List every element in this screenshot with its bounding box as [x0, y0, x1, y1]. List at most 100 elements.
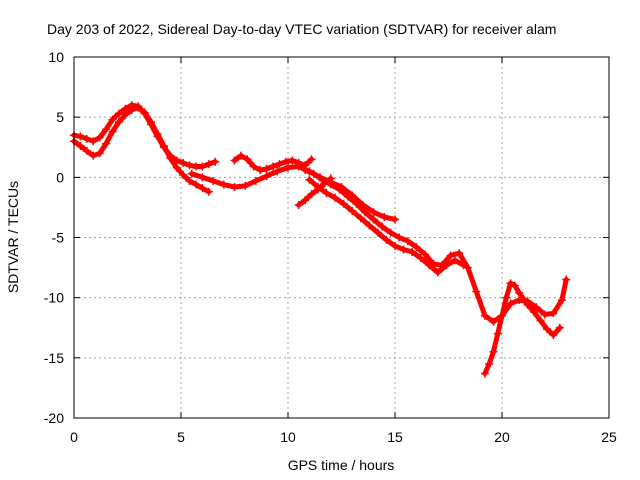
data-point: [179, 158, 188, 167]
data-point: [108, 127, 117, 136]
data-point: [450, 256, 459, 265]
data-point: [269, 162, 278, 171]
data-point: [442, 261, 451, 270]
data-point: [256, 166, 265, 175]
data-point: [480, 369, 489, 378]
data-point: [485, 359, 494, 368]
x-tick-label: 5: [177, 429, 185, 445]
series-line: [296, 176, 334, 208]
data-point: [356, 214, 365, 223]
data-point: [532, 303, 541, 312]
data-point: [281, 157, 290, 166]
data-point: [288, 156, 297, 165]
data-point: [230, 182, 239, 191]
data-point: [95, 133, 104, 142]
data-point: [198, 173, 207, 182]
data-point: [343, 192, 352, 201]
series-track-f: [305, 175, 468, 277]
series-track-c: [187, 162, 399, 224]
data-point: [493, 329, 502, 338]
data-point: [557, 296, 566, 305]
data-point: [121, 110, 130, 119]
data-point: [446, 251, 455, 260]
data-point: [102, 139, 111, 148]
data-point: [455, 249, 464, 258]
grid: [74, 57, 609, 418]
series-track-b: [70, 103, 213, 196]
data-point: [251, 176, 260, 185]
data-point: [179, 170, 188, 179]
data-point: [243, 155, 252, 164]
y-tick-label: 0: [56, 169, 64, 185]
data-point: [322, 188, 331, 197]
data-point: [294, 158, 303, 167]
data-point: [301, 196, 310, 205]
data-point: [510, 281, 519, 290]
x-tick-label: 10: [280, 429, 296, 445]
data-point: [382, 235, 391, 244]
data-point: [519, 294, 528, 303]
data-point: [147, 117, 156, 126]
data-point: [307, 190, 316, 199]
data-point: [82, 134, 91, 143]
data-point: [89, 137, 98, 146]
data-point: [211, 157, 220, 166]
data-point: [425, 261, 434, 270]
data-point: [391, 215, 399, 224]
data-point: [502, 293, 511, 302]
data-point: [198, 184, 207, 193]
data-point: [127, 105, 136, 114]
data-point: [95, 149, 104, 158]
data-point: [76, 142, 85, 151]
data-point: [187, 169, 196, 178]
data-point: [159, 142, 168, 151]
data-point: [412, 243, 421, 252]
data-point: [369, 215, 378, 224]
data-point: [89, 151, 98, 160]
data-point: [463, 263, 472, 272]
x-tick-label: 25: [601, 429, 617, 445]
data-point: [459, 261, 468, 270]
data-point: [153, 130, 162, 139]
data-point: [399, 245, 408, 254]
data-point: [506, 299, 515, 308]
data-point: [309, 169, 318, 178]
y-tick-label: 10: [48, 49, 64, 65]
data-point: [320, 179, 329, 188]
y-tick-label: -10: [44, 290, 64, 306]
data-point: [420, 250, 429, 259]
series-track-h: [480, 279, 564, 378]
data-point: [536, 316, 545, 325]
data-point: [335, 185, 344, 194]
series-track-e: [301, 166, 571, 326]
data-point: [204, 160, 213, 169]
data-point: [331, 193, 340, 202]
data-point: [472, 287, 481, 296]
y-tick-label: 5: [56, 109, 64, 125]
data-point: [549, 330, 558, 339]
data-point: [140, 108, 149, 117]
series-line: [482, 280, 563, 376]
x-tick-label: 20: [494, 429, 510, 445]
data-point: [489, 317, 498, 326]
data-point: [305, 175, 314, 184]
data-point: [76, 132, 85, 141]
data-point: [275, 160, 284, 169]
data-point: [326, 174, 335, 183]
data-point: [273, 167, 282, 176]
data-point: [348, 207, 357, 216]
series-line: [71, 105, 212, 195]
data-point: [433, 268, 442, 277]
data-point: [284, 163, 292, 172]
x-tick-label: 0: [70, 429, 78, 445]
y-tick-label: -20: [44, 410, 64, 426]
data-point: [498, 311, 506, 320]
data-point: [102, 125, 111, 134]
data-point: [209, 176, 218, 185]
data-point: [361, 208, 370, 217]
data-point: [108, 115, 117, 124]
plot-frame: [73, 56, 610, 419]
data-point: [204, 187, 213, 196]
data-point: [408, 247, 417, 256]
data-point: [378, 222, 387, 231]
